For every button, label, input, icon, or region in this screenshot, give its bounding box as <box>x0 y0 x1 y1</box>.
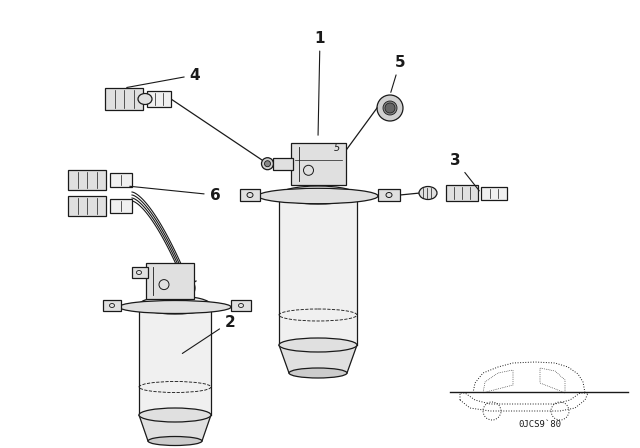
Bar <box>446 185 478 201</box>
Circle shape <box>262 158 273 170</box>
Polygon shape <box>279 345 357 373</box>
Ellipse shape <box>139 296 211 314</box>
Ellipse shape <box>419 186 437 199</box>
Text: 5: 5 <box>391 55 405 92</box>
Bar <box>110 199 132 213</box>
Circle shape <box>180 283 190 293</box>
Text: 5: 5 <box>333 143 340 153</box>
Bar <box>146 263 194 299</box>
Bar <box>110 173 132 187</box>
Bar <box>240 189 260 201</box>
Polygon shape <box>139 415 211 441</box>
Bar <box>103 300 121 311</box>
Bar <box>147 91 171 107</box>
Text: 3: 3 <box>450 152 479 191</box>
Bar <box>139 305 211 415</box>
Bar <box>68 170 106 190</box>
Text: 0JCS9`80: 0JCS9`80 <box>518 419 561 428</box>
Text: 2: 2 <box>182 314 236 353</box>
Bar <box>291 143 346 185</box>
Ellipse shape <box>139 408 211 422</box>
Bar <box>68 196 106 216</box>
Ellipse shape <box>258 188 378 204</box>
Bar <box>378 189 400 201</box>
Bar <box>279 195 357 345</box>
Text: 4: 4 <box>127 68 200 87</box>
Circle shape <box>264 161 271 167</box>
Ellipse shape <box>279 186 357 204</box>
Text: 1: 1 <box>315 30 325 135</box>
Bar <box>132 267 148 278</box>
Circle shape <box>383 101 397 115</box>
Text: 6: 6 <box>130 186 220 202</box>
Ellipse shape <box>138 94 152 104</box>
Bar <box>105 88 143 110</box>
Ellipse shape <box>289 368 347 378</box>
Circle shape <box>377 95 403 121</box>
Circle shape <box>175 278 195 298</box>
Bar <box>231 300 251 311</box>
Bar <box>273 158 292 170</box>
Ellipse shape <box>279 338 357 352</box>
Bar <box>481 187 507 200</box>
Circle shape <box>385 103 395 113</box>
Ellipse shape <box>148 436 202 445</box>
Ellipse shape <box>119 301 231 314</box>
